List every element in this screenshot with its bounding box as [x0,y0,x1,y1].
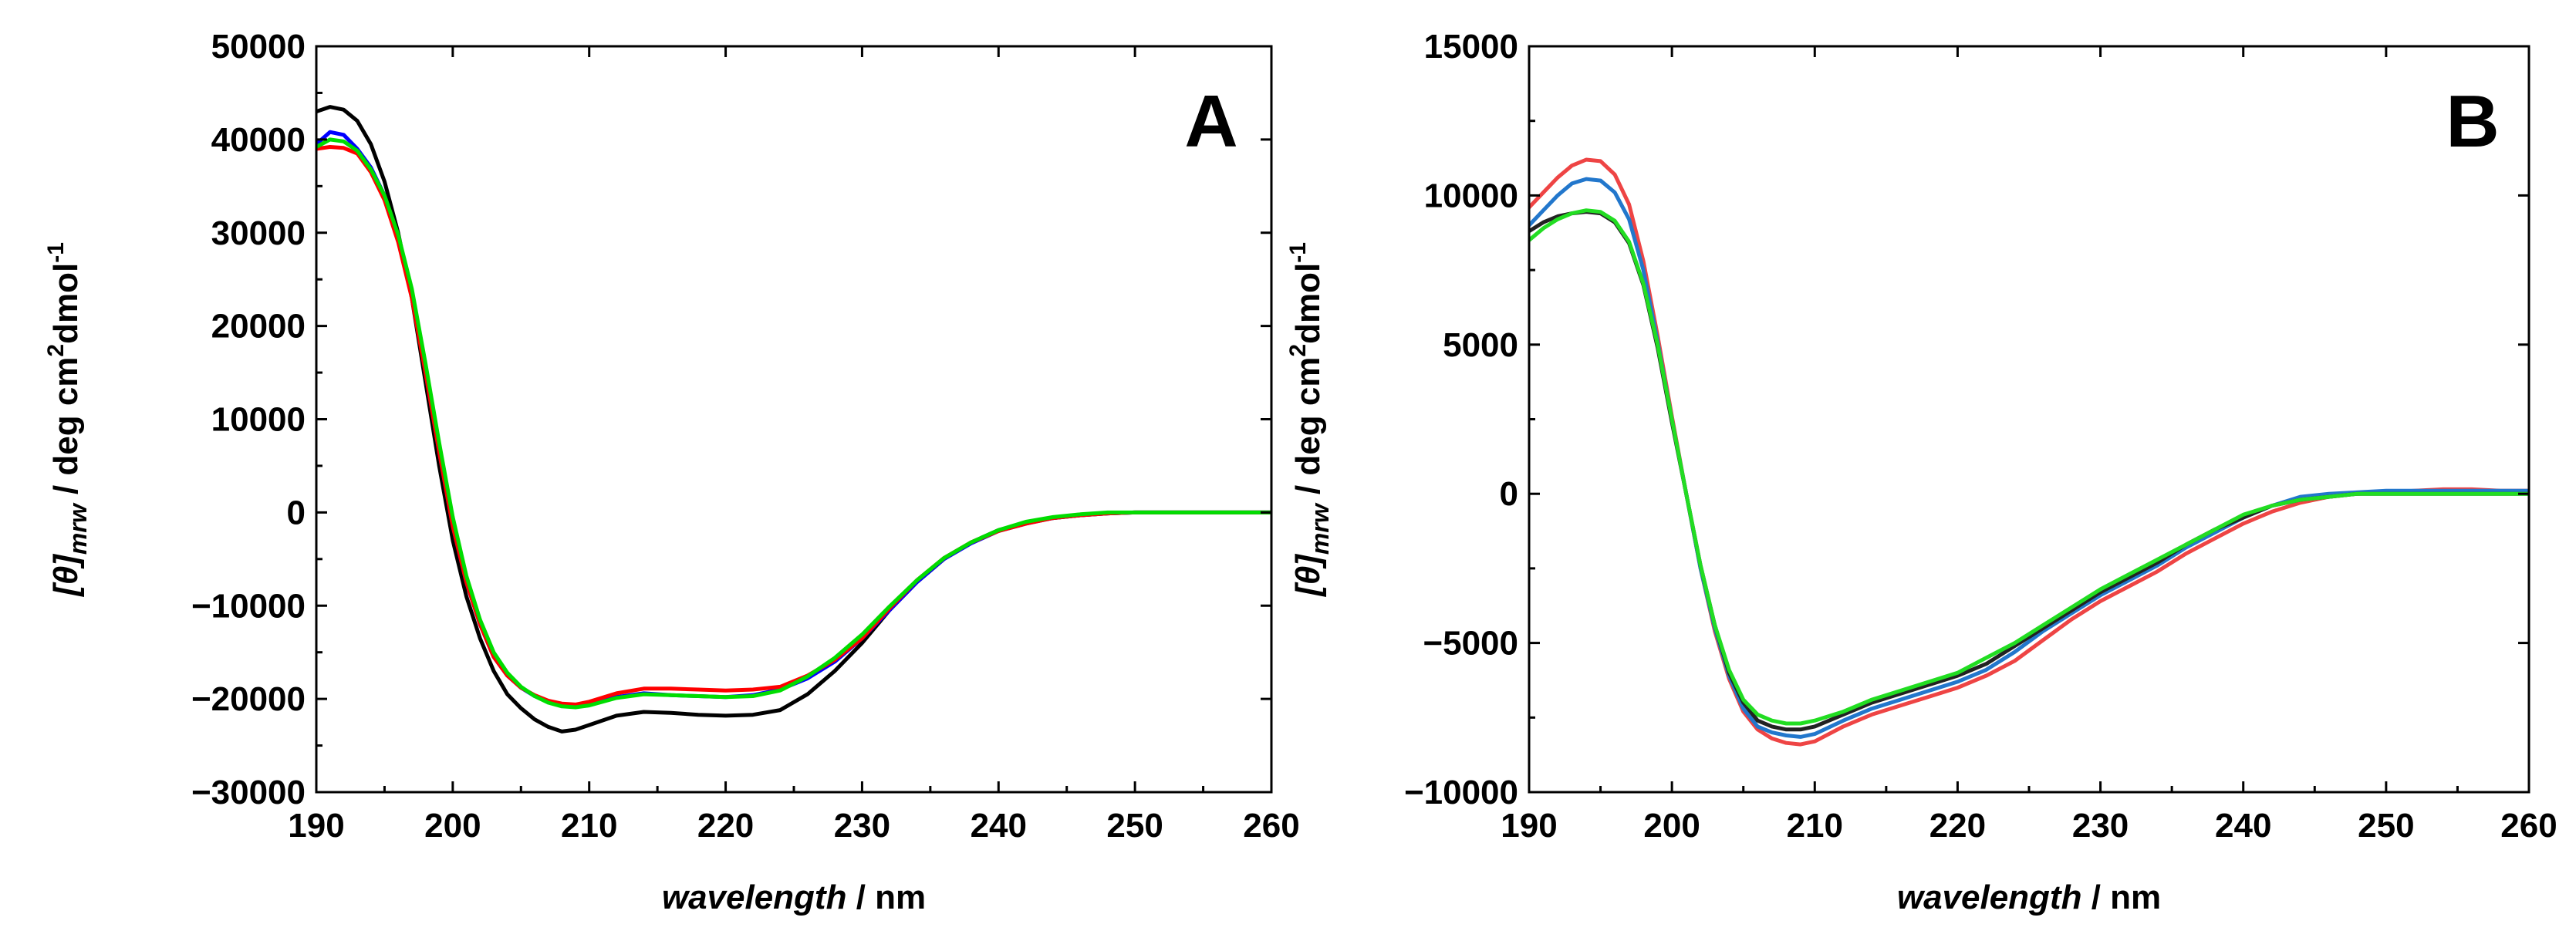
y-tick-label: 0 [287,494,306,531]
x-tick-label: 190 [288,807,344,845]
series-line-green [1529,208,2529,726]
panel-label: A [1184,80,1237,163]
y-axis-title-sup2: 2 [1285,344,1311,357]
x-tick-label: 250 [1106,807,1163,845]
y-axis-title-unit: / deg cm [47,357,85,504]
x-axis-title-unit: / nm [846,879,926,916]
x-tick-label: 210 [1787,807,1843,845]
x-axis-title-italic: wavelength [1897,879,2082,916]
panel-a: 190 200 210 220 230 240 250 260 −30000 −20000 −100… [43,28,1300,916]
y-tick-label: 50000 [211,28,306,66]
y-axis-title-theta: [θ] [47,554,85,598]
x-tick-label: 190 [1501,807,1557,845]
plot-frame [1528,45,2530,794]
y-axis-title-theta: [θ] [1289,554,1327,598]
y-axis-title-unit: / deg cm [1289,357,1327,504]
panel-b: 190 200 210 220 230 240 250 260 −10000 −5000 0 5000… [1285,28,2557,916]
y-tick-label: −10000 [191,587,306,625]
x-tick-label: 250 [2358,807,2414,845]
y-tick-label: −5000 [1423,625,1518,663]
series-line-green [316,137,1271,710]
y-tick-label: 30000 [211,214,306,252]
x-tick-label: 240 [2215,807,2271,845]
y-tick-label: 5000 [1443,326,1518,364]
series-line-blue [316,130,1271,709]
y-axis-title: [θ]mrw / deg cm2dmol-1 [43,242,92,598]
x-tick-label: 240 [971,807,1027,845]
x-tick-label: 210 [561,807,617,845]
y-tick-label: 0 [1500,475,1518,513]
series-group [316,105,1271,734]
x-axis-title-unit: / nm [2081,879,2161,916]
y-axis-title-sup3: -1 [43,242,69,263]
x-axis-title: wavelength / nm [662,879,926,916]
y-tick-label: 10000 [211,401,306,439]
series-line-blue [1529,177,2529,739]
panel-label: B [2446,80,2499,163]
y-tick-label: 15000 [1424,28,1518,66]
y-axis-title-subscript: mrw [64,502,92,555]
y-tick-label: 20000 [211,308,306,346]
y-tick-label: −20000 [191,680,306,718]
y-tick-label: 40000 [211,121,306,159]
x-tick-label: 200 [424,807,481,845]
series-line-black [316,105,1271,734]
y-axis-title: [θ]mrw / deg cm2dmol-1 [1285,242,1334,598]
y-axis-title-unit2: dmol [47,263,85,344]
y-axis-title-subscript: mrw [1306,502,1334,555]
y-axis-title-unit2: dmol [1289,263,1327,344]
y-tick-label: −10000 [1404,774,1518,811]
x-axis-title-italic: wavelength [662,879,847,916]
y-tick-label: 10000 [1424,177,1518,214]
x-tick-label: 220 [697,807,754,845]
x-tick-label: 230 [834,807,890,845]
x-tick-label: 200 [1643,807,1700,845]
x-tick-label: 260 [2500,807,2557,845]
x-tick-label: 220 [1929,807,1986,845]
series-group [1529,157,2529,747]
x-axis-title: wavelength / nm [1897,879,2161,916]
y-axis-title-sup3: -1 [1285,242,1311,263]
x-tick-label: 260 [1243,807,1299,845]
y-tick-label: −30000 [191,774,306,811]
x-tick-label: 230 [2072,807,2129,845]
series-line-red [316,145,1271,707]
y-axis-title-sup2: 2 [43,344,69,357]
